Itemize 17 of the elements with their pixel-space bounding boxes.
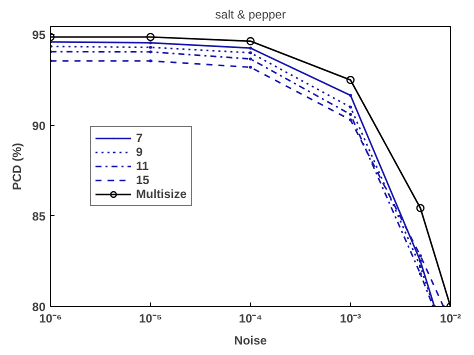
y-tick-label: 80 (32, 300, 46, 314)
x-tick-label: 10⁻⁴ (238, 312, 262, 326)
x-tick-label: 10⁻⁵ (139, 312, 162, 326)
x-axis-title: Noise (234, 334, 268, 348)
legend-label: Multisize (136, 187, 187, 201)
y-tick-label: 95 (32, 28, 46, 42)
y-axis-title: PCD (%) (10, 142, 24, 190)
chart-title: salt & pepper (215, 8, 286, 22)
x-tick-label: 10⁻³ (340, 312, 362, 326)
legend-label: 11 (136, 159, 150, 173)
legend-label: 15 (136, 173, 150, 187)
y-tick-label: 85 (32, 209, 46, 224)
legend-label: 9 (136, 145, 144, 159)
x-tick-label: 10⁻² (440, 312, 462, 326)
legend-label: 7 (136, 131, 144, 145)
y-tick-label: 90 (32, 118, 46, 133)
x-tick-label: 10⁻⁶ (39, 312, 62, 326)
